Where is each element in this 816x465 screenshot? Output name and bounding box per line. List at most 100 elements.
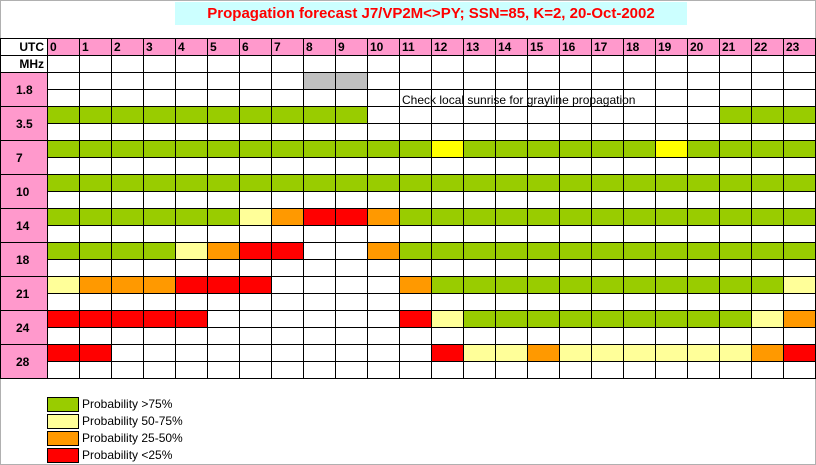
prob-cell-Y <box>624 345 656 362</box>
empty-cell <box>112 328 144 345</box>
prob-cell-G <box>336 175 368 192</box>
empty-cell <box>624 260 656 277</box>
empty-cell <box>560 226 592 243</box>
empty-cell <box>80 362 112 379</box>
prob-cell-W <box>304 311 336 328</box>
empty-cell <box>624 362 656 379</box>
empty-cell <box>784 226 816 243</box>
prob-cell-G <box>720 175 752 192</box>
title-box: Propagation forecast J7/VP2M<>PY; SSN=85… <box>175 2 687 25</box>
prob-cell-G <box>784 175 816 192</box>
empty-cell <box>528 124 560 141</box>
empty-cell <box>48 362 80 379</box>
prob-cell-S <box>336 73 368 90</box>
mhz-label: MHz <box>0 56 48 73</box>
prob-cell-O <box>400 277 432 294</box>
empty-cell <box>336 192 368 209</box>
prob-cell-O <box>144 277 176 294</box>
empty-cell <box>112 260 144 277</box>
empty-cell <box>336 90 368 107</box>
prob-cell-G <box>592 311 624 328</box>
prob-cell-W <box>272 73 304 90</box>
prob-cell-W <box>592 73 624 90</box>
empty-cell <box>48 158 80 175</box>
band-label: 21 <box>0 277 48 311</box>
empty-cell <box>528 90 560 107</box>
prob-cell-G <box>432 243 464 260</box>
prob-cell-G <box>432 277 464 294</box>
prob-cell-G <box>304 141 336 158</box>
empty-cell <box>560 158 592 175</box>
prob-cell-W <box>560 107 592 124</box>
empty-cell <box>656 328 688 345</box>
prob-cell-G <box>112 209 144 226</box>
empty-cell <box>720 328 752 345</box>
prob-cell-G <box>176 107 208 124</box>
empty-cell <box>208 362 240 379</box>
empty-cell <box>304 192 336 209</box>
empty-cell <box>368 328 400 345</box>
prob-cell-G <box>144 243 176 260</box>
hour-header: 23 <box>784 39 816 56</box>
prob-cell-G <box>560 209 592 226</box>
empty-cell <box>720 226 752 243</box>
prob-cell-G <box>688 141 720 158</box>
legend-label: Probability >75% <box>82 397 173 411</box>
empty-cell <box>48 294 80 311</box>
empty-cell <box>560 362 592 379</box>
prob-cell-G <box>592 243 624 260</box>
empty-cell <box>752 90 784 107</box>
empty-cell <box>720 192 752 209</box>
empty-cell <box>528 56 560 73</box>
empty-cell <box>624 294 656 311</box>
prob-cell-O <box>368 209 400 226</box>
prob-cell-W <box>592 107 624 124</box>
empty-cell <box>464 192 496 209</box>
prob-cell-G <box>784 107 816 124</box>
empty-cell <box>784 294 816 311</box>
empty-cell <box>272 226 304 243</box>
prob-cell-R <box>432 345 464 362</box>
prob-cell-G <box>720 311 752 328</box>
empty-cell <box>688 328 720 345</box>
prob-cell-W <box>272 311 304 328</box>
prob-cell-O <box>752 345 784 362</box>
prob-cell-W <box>720 73 752 90</box>
prob-cell-R <box>48 311 80 328</box>
prob-cell-n <box>656 141 688 158</box>
empty-cell <box>240 56 272 73</box>
empty-cell <box>784 362 816 379</box>
hour-header: 20 <box>688 39 720 56</box>
prob-cell-G <box>752 107 784 124</box>
prob-cell-W <box>272 345 304 362</box>
prob-cell-G <box>272 141 304 158</box>
prob-cell-G <box>272 175 304 192</box>
prob-cell-G <box>144 107 176 124</box>
prob-cell-W <box>656 73 688 90</box>
empty-cell <box>304 158 336 175</box>
prob-cell-G <box>240 141 272 158</box>
prob-cell-G <box>688 175 720 192</box>
empty-cell <box>240 362 272 379</box>
empty-cell <box>272 124 304 141</box>
empty-cell <box>240 90 272 107</box>
prob-cell-Y <box>592 345 624 362</box>
empty-cell <box>464 158 496 175</box>
prob-cell-S <box>304 73 336 90</box>
empty-cell <box>368 226 400 243</box>
prob-cell-G <box>496 277 528 294</box>
prob-cell-W <box>336 345 368 362</box>
prob-cell-W <box>464 73 496 90</box>
hour-header: 14 <box>496 39 528 56</box>
empty-cell <box>272 158 304 175</box>
prob-cell-W <box>688 73 720 90</box>
prob-cell-G <box>48 107 80 124</box>
prob-cell-G <box>80 107 112 124</box>
prob-cell-G <box>624 311 656 328</box>
empty-cell <box>80 328 112 345</box>
empty-cell <box>304 124 336 141</box>
prob-cell-W <box>304 243 336 260</box>
prob-cell-R <box>240 243 272 260</box>
empty-cell <box>688 260 720 277</box>
empty-cell <box>304 294 336 311</box>
